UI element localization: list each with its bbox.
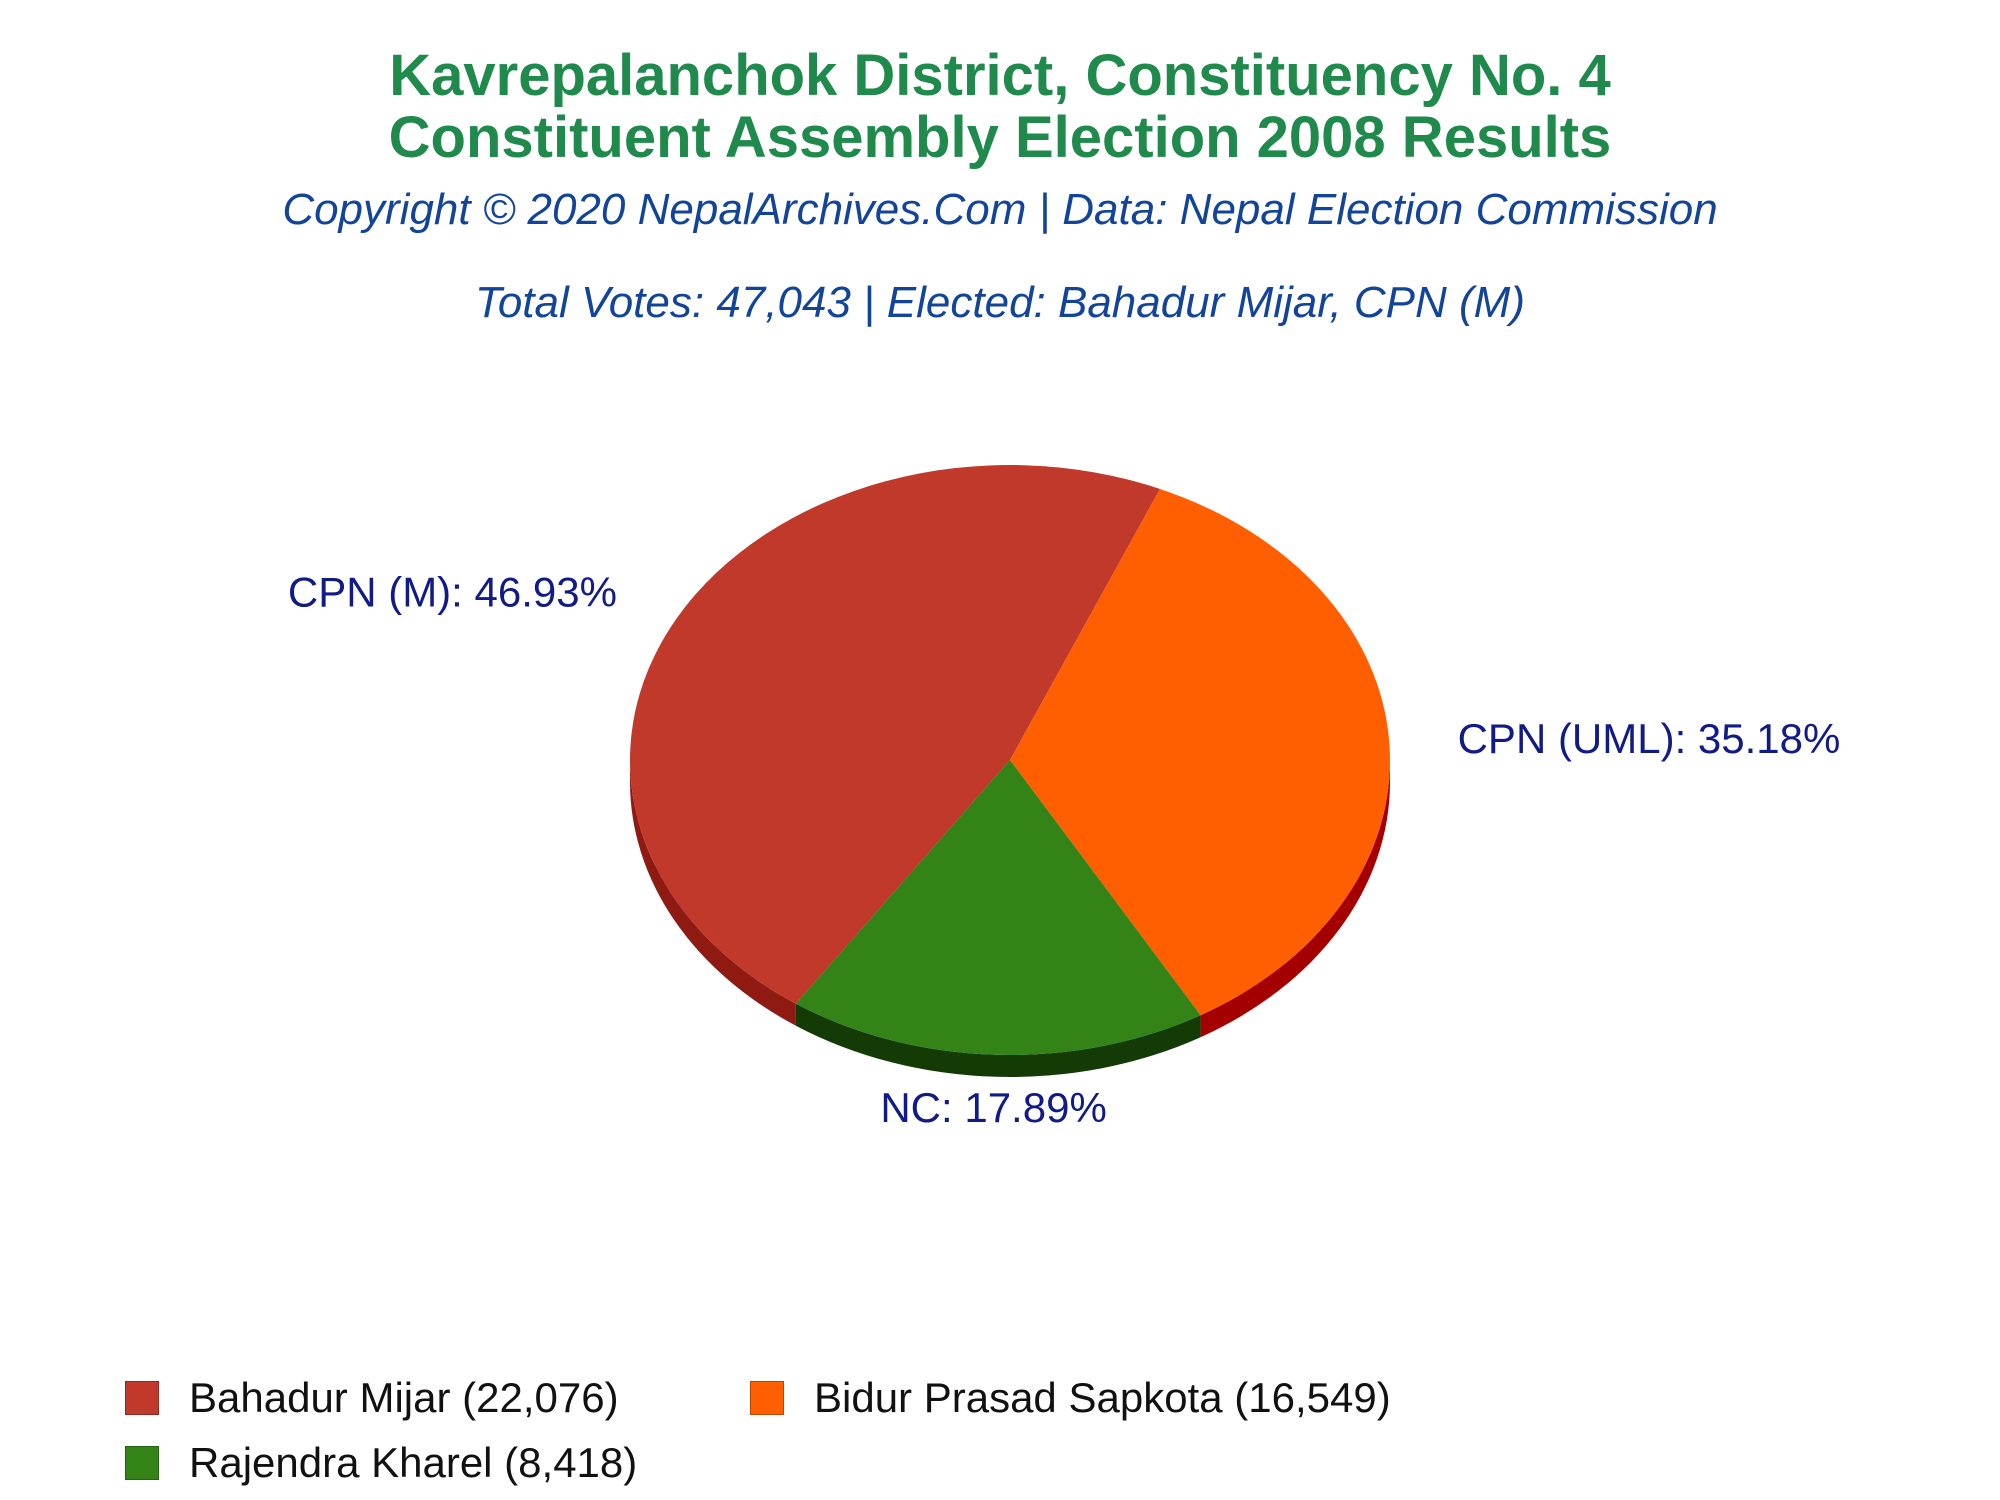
legend-item-bahadur-mijar: Bahadur Mijar (22,076) [125,1372,619,1424]
pie-slice-side-2 [795,1003,1201,1077]
legend-swatch [125,1446,159,1480]
chart-title-line-2: Constituent Assembly Election 2008 Resul… [388,105,1612,170]
vote-summary: Total Votes: 47,043 | Elected: Bahadur M… [474,278,1525,327]
pie-slice-side-1 [1200,760,1390,1038]
legend-swatch [750,1381,784,1415]
legend-label: Rajendra Kharel (8,418) [189,1439,638,1486]
legend-item-rajendra-kharel: Rajendra Kharel (8,418) [125,1437,637,1489]
pie-slice-side-0 [630,760,796,1026]
pie-slice-nc [795,760,1201,1055]
slice-label-1: CPN (UML): 35.18% [1458,715,1841,762]
pie-slice-cpn-m [630,465,1160,1004]
pie-slice-cpn-uml [1010,488,1390,1016]
legend-swatch [125,1381,159,1415]
slice-label-0: CPN (M): 46.93% [288,568,617,615]
slice-label-2: NC: 17.89% [880,1084,1106,1131]
chart-title-line-1: Kavrepalanchok District, Constituency No… [389,43,1611,108]
legend-label: Bidur Prasad Sapkota (16,549) [814,1374,1391,1421]
copyright-notice: Copyright © 2020 NepalArchives.Com | Dat… [282,185,1718,234]
legend-item-bidur-prasad-sapkota: Bidur Prasad Sapkota (16,549) [750,1372,1391,1424]
legend-label: Bahadur Mijar (22,076) [189,1374,619,1421]
